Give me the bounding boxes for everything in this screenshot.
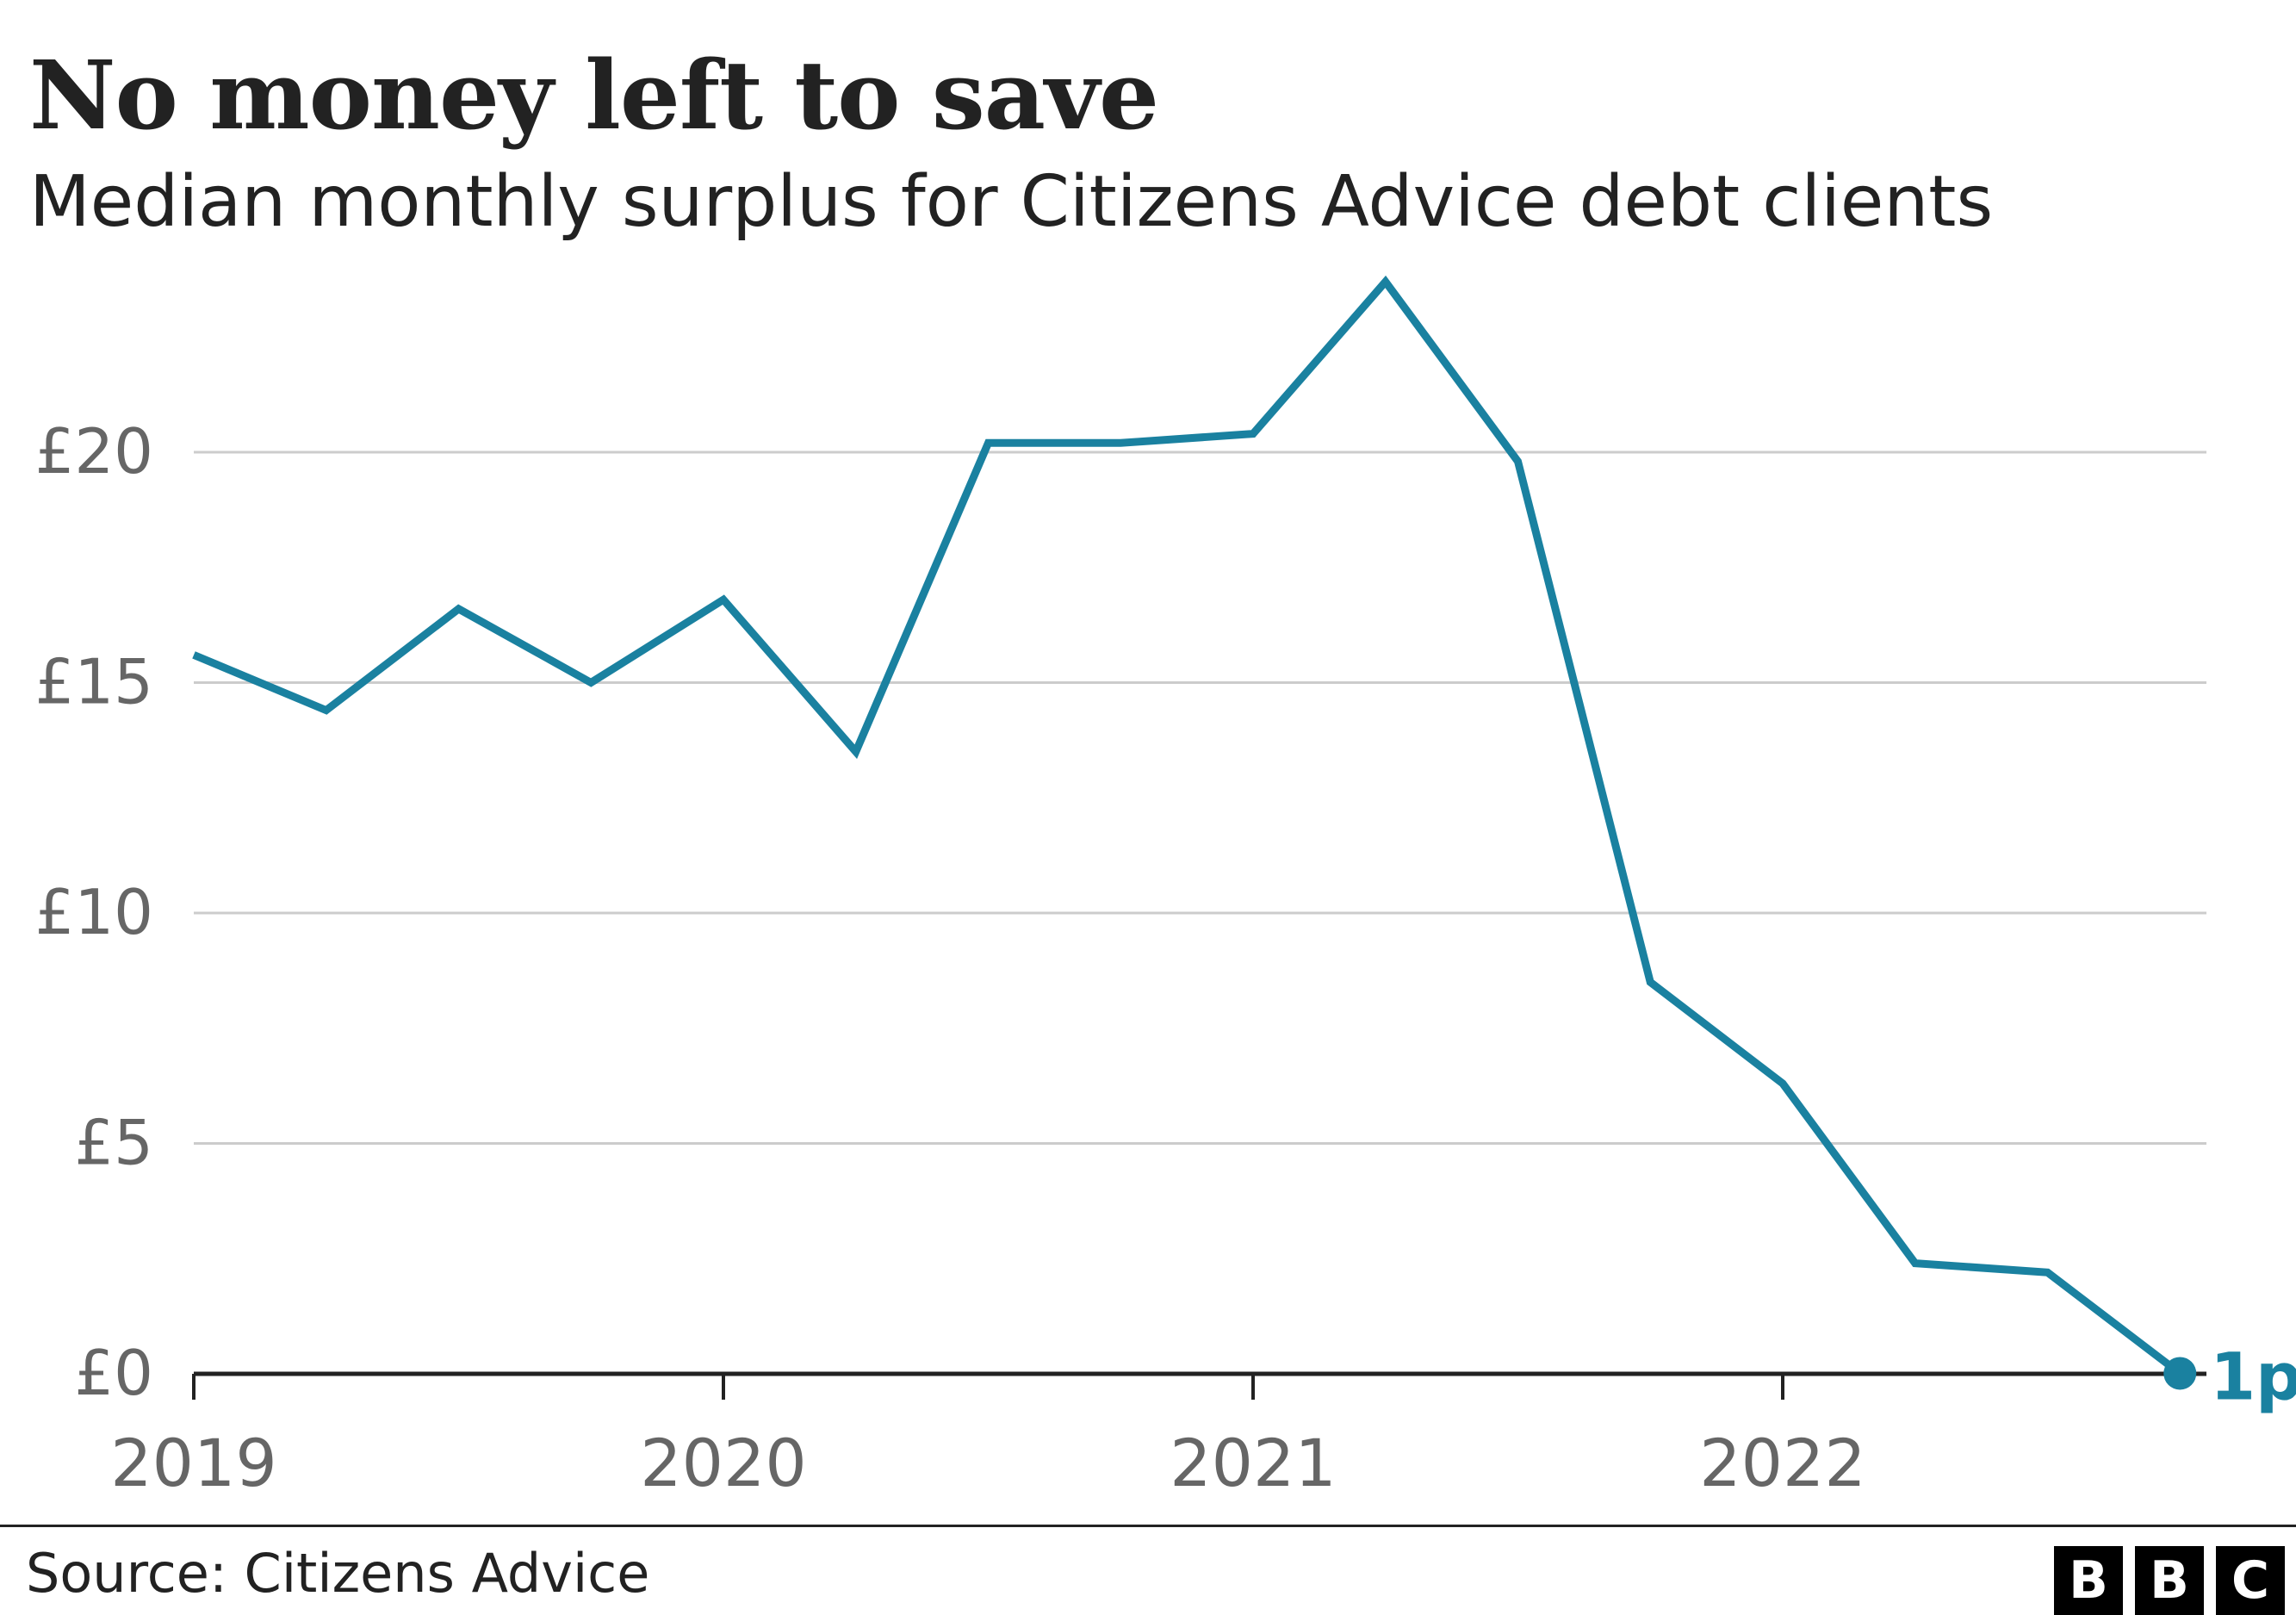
y-tick-label: £10	[35, 876, 153, 948]
y-tick-label: £0	[74, 1337, 153, 1409]
y-tick-label: £20	[35, 415, 153, 488]
bbc-logo-letter-2: B	[2135, 1546, 2204, 1615]
series-line	[192, 275, 2182, 1377]
y-tick-label: £15	[35, 646, 153, 718]
x-tick-label: 2021	[1170, 1425, 1336, 1501]
chart-title: No money left to save	[29, 40, 1159, 151]
x-tick-label: 2019	[110, 1425, 276, 1501]
bbc-logo: B B C	[2054, 1546, 2285, 1615]
x-tick-label: 2020	[640, 1425, 806, 1501]
end-value-label: 1p	[2210, 1338, 2296, 1414]
x-tick-label: 2022	[1699, 1425, 1865, 1501]
chart-subtitle: Median monthly surplus for Citizens Advi…	[29, 161, 1994, 243]
y-tick-label: £5	[74, 1107, 153, 1179]
bbc-logo-letter-3: C	[2216, 1546, 2285, 1615]
bbc-logo-letter-1: B	[2054, 1546, 2123, 1615]
source-note: Source: Citizens Advice	[26, 1542, 650, 1605]
footer-divider	[0, 1525, 2296, 1527]
line-chart: £0 £5 £10 £15 £20 2019 2020 2021 2022 1p	[35, 275, 2296, 1501]
end-point-marker	[2163, 1357, 2197, 1390]
